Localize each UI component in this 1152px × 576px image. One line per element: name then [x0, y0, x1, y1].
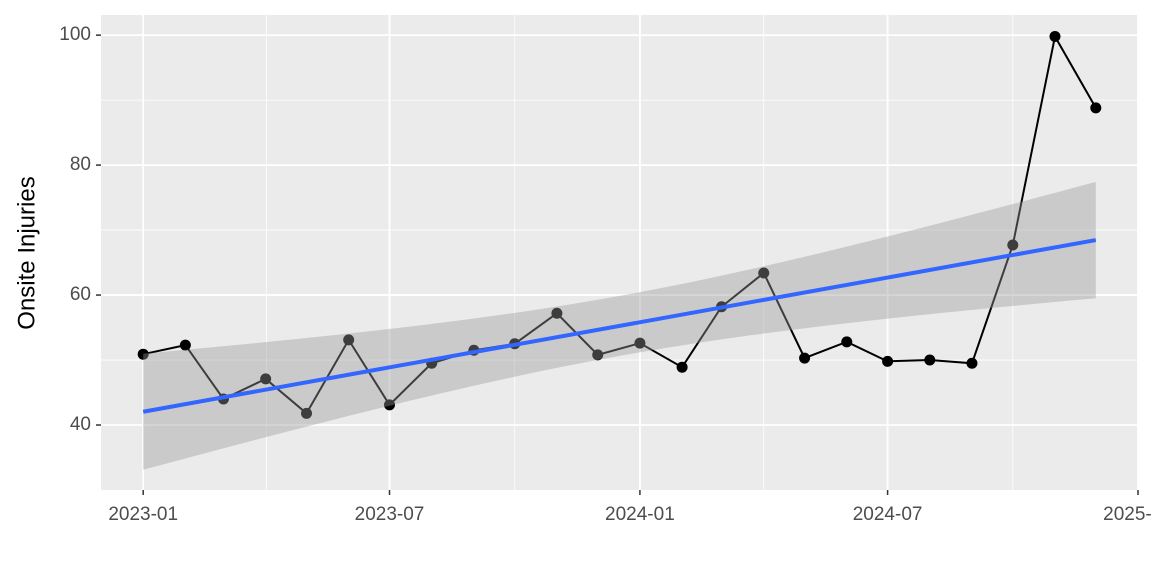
fit-line: [142, 238, 1097, 414]
data-point: [384, 399, 396, 411]
x-tick-label: 2024-01: [605, 504, 675, 525]
data-point: [343, 334, 355, 346]
data-point: [758, 267, 770, 279]
y-tick-label: 80: [70, 154, 91, 175]
data-point: [841, 336, 853, 348]
data-point: [882, 355, 894, 367]
data-point: [1007, 239, 1019, 251]
y-tick-label: 100: [59, 24, 91, 45]
x-tick-label: 2024-07: [853, 504, 923, 525]
data-point: [260, 373, 272, 385]
x-tick-label: 2023-01: [108, 504, 178, 525]
y-tick-label: 40: [70, 414, 91, 435]
data-point: [676, 361, 688, 373]
data-point: [551, 307, 563, 319]
y-axis-title: Onsite Injuries: [13, 176, 40, 329]
y-tick-label: 60: [70, 284, 91, 305]
data-point: [1090, 102, 1102, 114]
panel: [101, 15, 1138, 490]
data-point: [592, 349, 604, 361]
data-point: [1049, 30, 1061, 42]
x-tick-label: 2023-07: [355, 504, 425, 525]
data-point: [924, 354, 936, 366]
data-point: [799, 352, 811, 364]
data-point: [966, 357, 978, 369]
data-point: [179, 339, 191, 351]
data-point: [300, 407, 312, 419]
data-point: [634, 337, 646, 349]
data-point: [137, 348, 149, 360]
x-tick-label: 2025-01: [1103, 504, 1152, 525]
data-line: [142, 33, 1097, 415]
